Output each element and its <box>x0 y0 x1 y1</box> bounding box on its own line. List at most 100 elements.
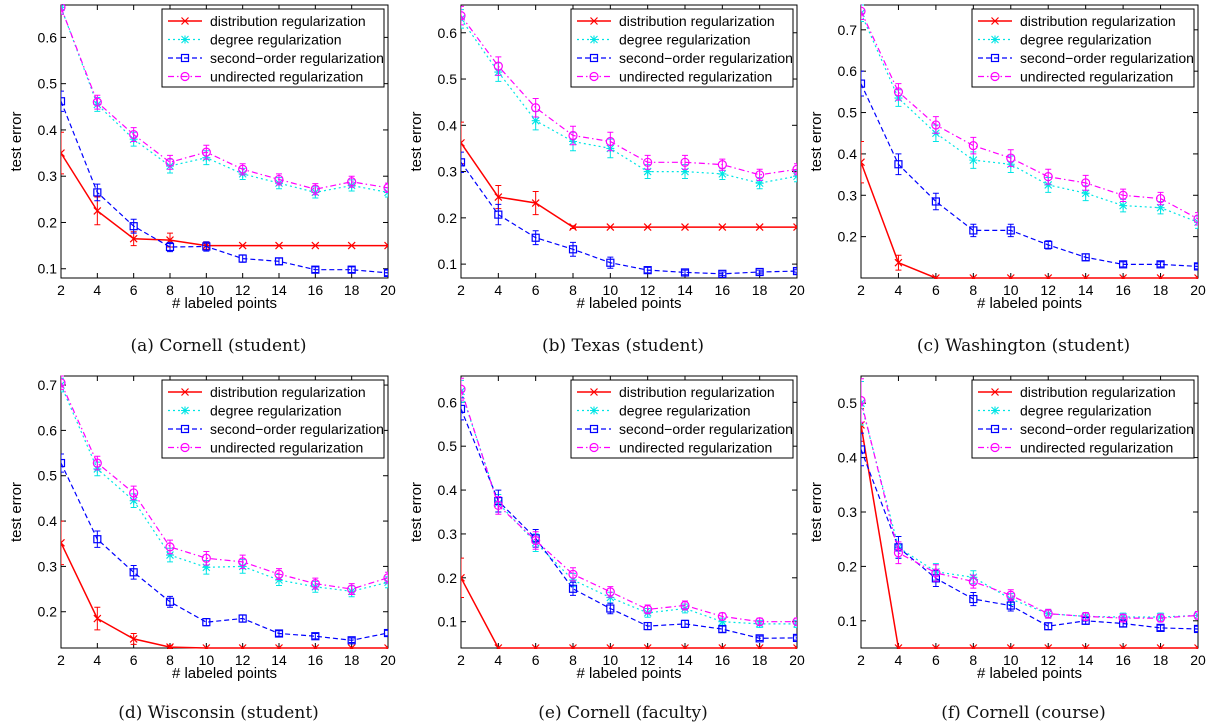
legend: distribution regularization degree regula… <box>971 8 1195 88</box>
error-bar <box>794 268 797 274</box>
data-point <box>201 553 211 563</box>
data-point <box>755 179 764 188</box>
data-point <box>1081 178 1091 188</box>
error-bar <box>1007 223 1014 238</box>
data-point <box>1193 214 1198 224</box>
x-tick-label: 6 <box>532 282 540 298</box>
panel-caption: (c) Washington (student) <box>917 336 1130 356</box>
error-bar <box>756 269 763 275</box>
y-tick-label: 0.7 <box>38 377 58 393</box>
x-tick-label: 6 <box>130 652 138 668</box>
series-line-1 <box>861 424 1198 649</box>
data-point <box>681 644 689 649</box>
error-bar <box>276 630 282 637</box>
series-line-3 <box>461 161 797 275</box>
x-axis-label: # labeled points <box>977 665 1082 682</box>
error-bar <box>861 378 864 423</box>
error-bar <box>532 97 539 118</box>
error-bar <box>495 203 502 226</box>
y-tick-label: 0.2 <box>438 570 458 586</box>
data-point <box>1081 611 1091 622</box>
data-point <box>969 226 978 235</box>
data-point <box>1156 644 1165 649</box>
data-point <box>93 206 102 215</box>
data-point <box>461 138 465 147</box>
legend-label: degree regularization <box>619 403 751 419</box>
error-bar <box>794 163 797 176</box>
error-bar <box>970 136 977 155</box>
legend-label: undirected regularization <box>619 440 772 456</box>
x-tick-label: 8 <box>569 282 577 298</box>
legend-label: degree regularization <box>1020 32 1152 48</box>
x-tick-label: 10 <box>1003 652 1019 668</box>
data-point <box>931 274 940 279</box>
error-bar <box>495 496 502 515</box>
x-tick-label: 18 <box>344 282 360 298</box>
data-point <box>1119 260 1128 269</box>
legend-label: undirected regularization <box>210 440 363 456</box>
data-point <box>201 147 211 157</box>
error-bar <box>532 531 539 550</box>
x-tick-label: 16 <box>715 282 731 298</box>
error-bar <box>203 144 210 160</box>
data-point <box>861 445 866 454</box>
data-point <box>931 120 941 130</box>
legend-label: second−order regularization <box>1020 421 1194 437</box>
error-bar <box>794 170 797 183</box>
legend-label: degree regularization <box>619 32 751 48</box>
data-point <box>718 644 727 649</box>
series-line-1 <box>861 161 1198 279</box>
x-tick-label: 6 <box>532 652 540 668</box>
data-point <box>718 269 727 278</box>
series-line-4 <box>61 382 388 590</box>
error-bar <box>570 125 576 146</box>
data-point <box>606 644 615 649</box>
data-point <box>793 223 797 232</box>
data-point <box>569 644 577 649</box>
x-tick-label: 18 <box>752 282 768 298</box>
legend-marker <box>991 388 999 396</box>
data-point <box>969 156 978 165</box>
error-bar <box>385 182 388 193</box>
x-tick-label: 14 <box>677 652 693 668</box>
data-point <box>347 636 356 645</box>
error-bar <box>861 432 864 467</box>
data-point <box>969 274 978 279</box>
legend-marker <box>180 424 190 434</box>
data-point <box>861 6 866 16</box>
error-bar <box>495 56 502 76</box>
error-bar <box>348 266 355 273</box>
error-bar <box>385 629 388 637</box>
data-point <box>311 241 320 250</box>
error-bar <box>1195 212 1198 226</box>
legend-box <box>570 8 794 88</box>
y-tick-label: 0.2 <box>438 210 458 226</box>
error-bar <box>644 266 651 274</box>
chart-panel-3: 2 4 6 8 10 12 14 16 18 20 0.2 0.3 0.4 0.5 0.6 0.7 # labe… <box>808 4 1206 356</box>
x-tick-label: 4 <box>895 652 903 668</box>
error-bar <box>932 116 939 134</box>
legend-marker <box>180 71 190 82</box>
error-bar <box>94 530 101 548</box>
y-axis-label: test error <box>408 111 425 171</box>
legend-label: second−order regularization <box>619 421 793 437</box>
y-tick-label: 0.5 <box>38 76 58 92</box>
y-tick-label: 0.6 <box>438 394 458 410</box>
data-point <box>61 378 66 388</box>
data-point <box>93 188 102 197</box>
series-line-2 <box>61 7 388 194</box>
data-point <box>1156 260 1165 269</box>
x-tick-label: 8 <box>969 652 977 668</box>
data-point <box>1193 610 1198 620</box>
legend-label: distribution regularization <box>1020 384 1176 400</box>
data-point <box>1006 274 1015 279</box>
series-line-4 <box>861 400 1198 619</box>
x-tick-label: 12 <box>235 652 251 668</box>
error-bar <box>532 230 539 246</box>
data-point <box>238 614 247 623</box>
error-bar <box>348 637 355 644</box>
data-point <box>494 644 503 649</box>
error-bar <box>861 4 864 20</box>
legend-marker <box>589 442 599 453</box>
error-bar <box>130 485 137 501</box>
